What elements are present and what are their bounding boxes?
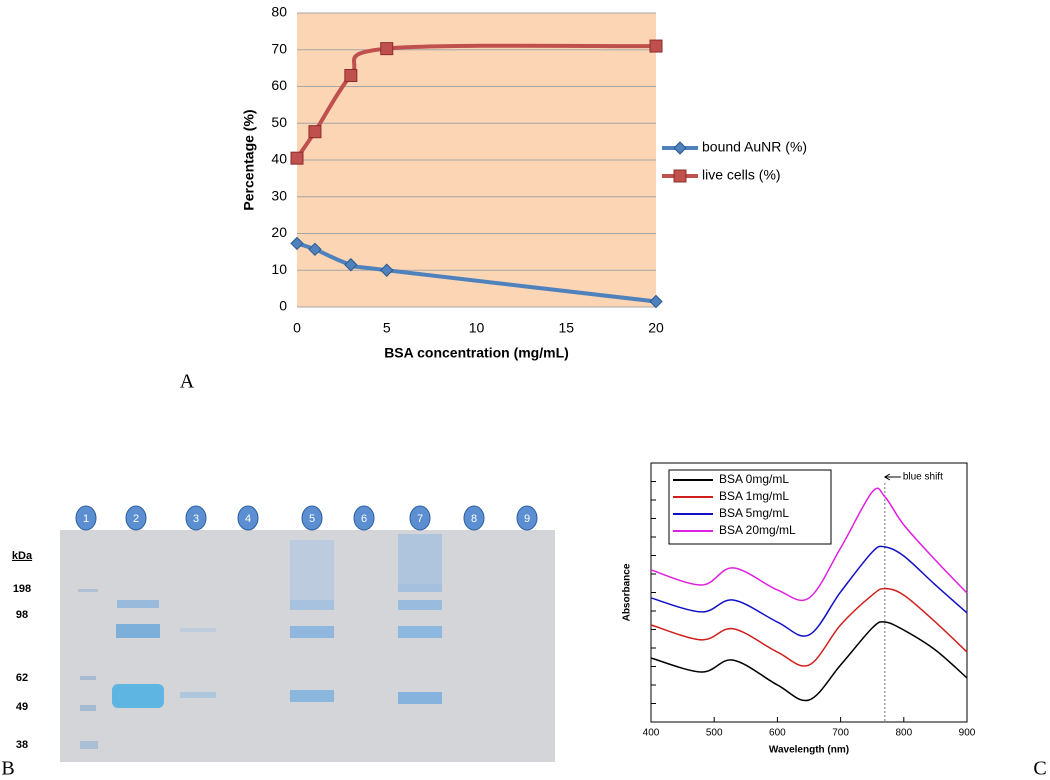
legend-label: BSA 0mg/mL bbox=[719, 472, 789, 486]
legend-label: bound AuNR (%) bbox=[702, 139, 807, 155]
lane-label: 9 bbox=[524, 513, 530, 525]
x-tick-label: 800 bbox=[895, 728, 912, 739]
data-point bbox=[380, 263, 394, 277]
x-tick-label: 15 bbox=[558, 320, 574, 336]
lane-label: 1 bbox=[83, 513, 89, 525]
band bbox=[78, 589, 98, 592]
band bbox=[80, 676, 96, 680]
x-axis-title: BSA concentration (mg/mL) bbox=[384, 345, 569, 361]
lane-label: 4 bbox=[245, 513, 251, 525]
gel-panel: 1 2 3 4 5 6 7 8 9 kDa 198 98 62 49 38 bbox=[12, 505, 555, 762]
y-tick-label: 20 bbox=[271, 224, 287, 240]
series-line bbox=[650, 621, 968, 702]
lane-marker bbox=[125, 505, 147, 531]
x-tick-label: 0 bbox=[293, 320, 301, 336]
band bbox=[80, 705, 96, 711]
x-tick-label: 5 bbox=[383, 320, 391, 336]
panel-label: C bbox=[1033, 758, 1046, 780]
y-tick-label: 0 bbox=[279, 298, 287, 314]
band bbox=[398, 692, 442, 704]
lane-label: 3 bbox=[193, 513, 199, 525]
y-tick-label: 10 bbox=[271, 261, 287, 277]
y-axis-title: Absorbance bbox=[622, 563, 633, 621]
legend-label: BSA 20mg/mL bbox=[719, 523, 796, 537]
legend-marker bbox=[673, 141, 687, 155]
band bbox=[180, 692, 216, 698]
data-point bbox=[344, 258, 358, 272]
lane-label: 8 bbox=[471, 513, 477, 525]
data-point bbox=[649, 294, 663, 309]
y-axis-title: Percentage (%) bbox=[241, 109, 257, 210]
band bbox=[290, 600, 334, 610]
band bbox=[112, 684, 164, 708]
marker-label: 62 bbox=[16, 672, 28, 684]
y-tick-label: 70 bbox=[271, 40, 287, 56]
panel-label: A bbox=[180, 371, 195, 393]
x-tick-label: 600 bbox=[769, 728, 786, 739]
lane-marker bbox=[409, 505, 431, 531]
marker-label: 49 bbox=[16, 701, 28, 713]
series-line bbox=[650, 487, 968, 602]
data-point bbox=[308, 242, 322, 257]
band bbox=[398, 534, 442, 584]
data-point bbox=[380, 42, 394, 56]
band bbox=[398, 584, 442, 592]
band bbox=[80, 741, 98, 749]
band bbox=[398, 600, 442, 610]
x-tick-label: 700 bbox=[832, 728, 849, 739]
lane-marker bbox=[463, 505, 485, 531]
marker-label: 38 bbox=[16, 739, 28, 751]
y-tick-label: 40 bbox=[271, 151, 287, 167]
x-tick-label: 10 bbox=[469, 320, 485, 336]
data-point bbox=[290, 151, 304, 165]
x-tick-label: 400 bbox=[643, 728, 660, 739]
x-tick-label: 20 bbox=[648, 320, 664, 336]
lane-label: 7 bbox=[417, 513, 423, 525]
y-tick-label: 80 bbox=[271, 4, 287, 20]
marker-label: 198 bbox=[13, 583, 31, 595]
legend-label: BSA 1mg/mL bbox=[719, 489, 789, 503]
band bbox=[398, 626, 442, 638]
y-tick-label: 30 bbox=[271, 187, 287, 203]
band bbox=[180, 628, 216, 632]
x-tick-label: 500 bbox=[706, 728, 723, 739]
marker-label: 98 bbox=[16, 609, 28, 621]
lane-marker bbox=[353, 505, 375, 531]
band bbox=[117, 600, 159, 608]
legend-label: BSA 5mg/mL bbox=[719, 506, 789, 520]
lane-marker bbox=[237, 505, 259, 531]
lane-marker bbox=[75, 505, 97, 531]
band bbox=[290, 690, 334, 702]
annotation: blue shift bbox=[903, 472, 943, 483]
lane-label: 2 bbox=[133, 513, 139, 525]
series-line bbox=[650, 545, 968, 637]
lane-label: 5 bbox=[309, 513, 315, 525]
annotation-arrow bbox=[883, 473, 901, 481]
lane-label: 6 bbox=[361, 513, 367, 525]
gel-bands bbox=[78, 534, 442, 749]
y-tick-label: 50 bbox=[271, 114, 287, 130]
series-line bbox=[650, 587, 968, 667]
y-tick-label: 60 bbox=[271, 77, 287, 93]
x-tick-label: 900 bbox=[959, 728, 976, 739]
data-point bbox=[308, 125, 322, 139]
legend-marker bbox=[673, 169, 687, 183]
band bbox=[116, 624, 160, 638]
x-axis-title: Wavelength (nm) bbox=[769, 745, 849, 756]
lane-marker bbox=[301, 505, 323, 531]
panel-label: B bbox=[1, 758, 14, 780]
unit-label: kDa bbox=[12, 550, 33, 562]
lane-marker bbox=[185, 505, 207, 531]
band bbox=[290, 626, 334, 638]
band bbox=[290, 540, 334, 600]
data-point bbox=[344, 68, 358, 82]
data-point bbox=[290, 236, 304, 251]
legend-label: live cells (%) bbox=[702, 167, 781, 183]
lane-marker bbox=[516, 505, 538, 531]
data-point bbox=[649, 39, 663, 53]
